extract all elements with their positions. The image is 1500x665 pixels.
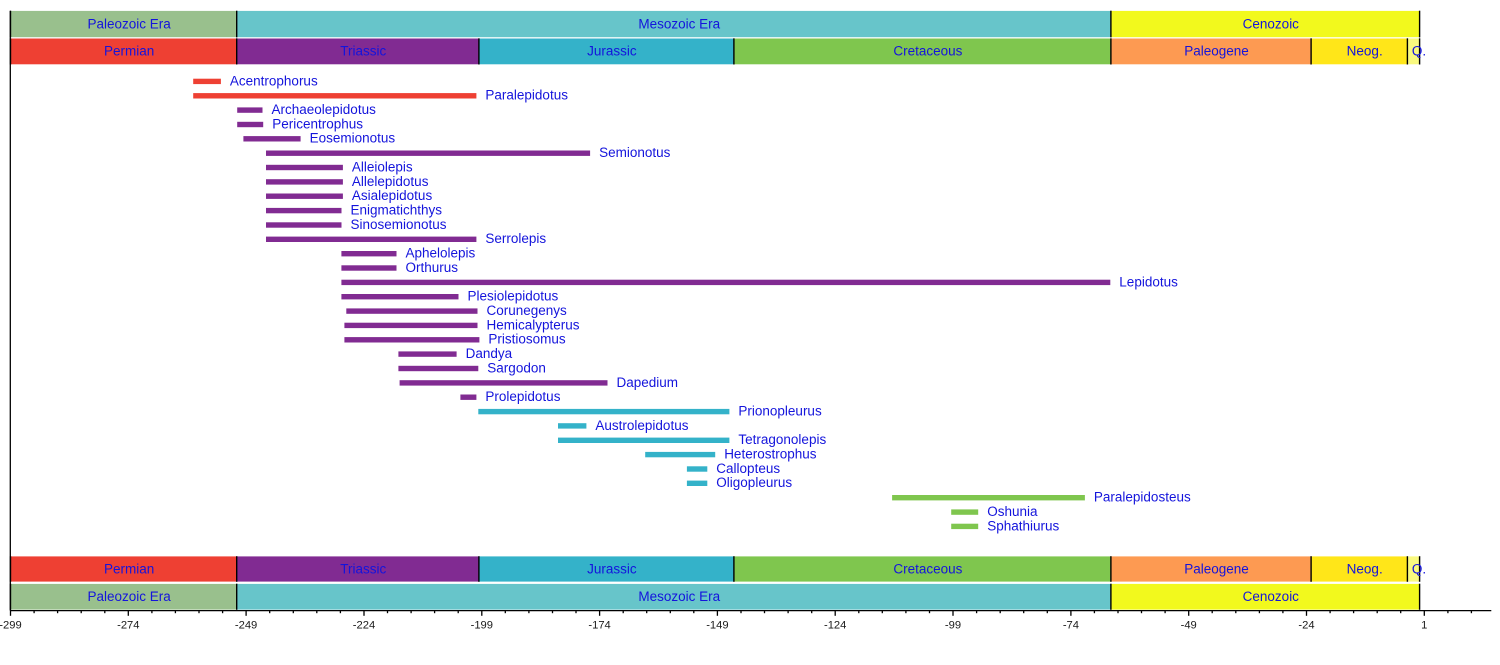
svg-text:-124: -124	[824, 620, 846, 632]
svg-text:Archaeolepidotus: Archaeolepidotus	[272, 102, 377, 117]
svg-text:Triassic: Triassic	[340, 44, 386, 59]
svg-text:Cenozoic: Cenozoic	[1243, 589, 1300, 604]
svg-text:Alleiolepis: Alleiolepis	[352, 159, 413, 174]
svg-text:-149: -149	[706, 620, 728, 632]
svg-text:Eosemionotus: Eosemionotus	[310, 131, 396, 146]
svg-text:Dapedium: Dapedium	[617, 375, 679, 390]
svg-text:Orthurus: Orthurus	[406, 260, 459, 275]
svg-text:Paleogene: Paleogene	[1184, 561, 1249, 576]
svg-text:Paleogene: Paleogene	[1184, 44, 1249, 59]
svg-text:Q.: Q.	[1412, 44, 1426, 59]
svg-text:Oshunia: Oshunia	[987, 504, 1038, 519]
svg-text:-49: -49	[1181, 620, 1197, 632]
svg-text:Dandya: Dandya	[466, 346, 513, 361]
svg-text:Sinosemionotus: Sinosemionotus	[351, 217, 447, 232]
svg-text:Neog.: Neog.	[1347, 561, 1383, 576]
svg-text:Permian: Permian	[104, 561, 154, 576]
svg-text:Corunegenys: Corunegenys	[487, 303, 568, 318]
svg-text:Sphathiurus: Sphathiurus	[987, 518, 1059, 533]
svg-text:Paleozoic Era: Paleozoic Era	[87, 16, 171, 31]
svg-text:-249: -249	[235, 620, 257, 632]
svg-text:Permian: Permian	[104, 44, 154, 59]
svg-text:Lepidotus: Lepidotus	[1119, 274, 1178, 289]
svg-text:Acentrophorus: Acentrophorus	[230, 73, 318, 88]
svg-text:Paleozoic Era: Paleozoic Era	[87, 589, 171, 604]
svg-text:Tetragonolepis: Tetragonolepis	[738, 432, 826, 447]
svg-text:Heterostrophus: Heterostrophus	[724, 447, 817, 462]
svg-text:Oligopleurus: Oligopleurus	[716, 475, 792, 490]
svg-text:Paralepidosteus: Paralepidosteus	[1094, 490, 1191, 505]
svg-text:-174: -174	[588, 620, 610, 632]
svg-text:Mesozoic Era: Mesozoic Era	[638, 16, 720, 31]
svg-text:Cretaceous: Cretaceous	[893, 44, 962, 59]
svg-text:-274: -274	[117, 620, 139, 632]
svg-text:-24: -24	[1298, 620, 1314, 632]
svg-text:-74: -74	[1063, 620, 1079, 632]
svg-text:Asialepidotus: Asialepidotus	[352, 188, 433, 203]
svg-text:1: 1	[1421, 620, 1427, 632]
svg-text:Prionopleurus: Prionopleurus	[738, 404, 822, 419]
svg-text:Enigmatichthys: Enigmatichthys	[351, 203, 443, 218]
svg-text:Q.: Q.	[1412, 561, 1426, 576]
svg-text:Serrolepis: Serrolepis	[485, 231, 546, 246]
svg-text:Plesiolepidotus: Plesiolepidotus	[468, 289, 559, 304]
svg-text:Austrolepidotus: Austrolepidotus	[595, 418, 688, 433]
svg-text:-199: -199	[471, 620, 493, 632]
svg-text:Prolepidotus: Prolepidotus	[485, 389, 560, 404]
svg-text:Hemicalypterus: Hemicalypterus	[487, 317, 580, 332]
svg-text:Cenozoic: Cenozoic	[1243, 16, 1300, 31]
svg-text:Cretaceous: Cretaceous	[893, 561, 962, 576]
svg-text:Sargodon: Sargodon	[487, 360, 546, 375]
svg-text:-224: -224	[353, 620, 375, 632]
svg-text:-299: -299	[0, 620, 22, 632]
svg-text:Callopteus: Callopteus	[716, 461, 780, 476]
svg-text:Jurassic: Jurassic	[587, 44, 637, 59]
svg-text:Semionotus: Semionotus	[599, 145, 671, 160]
svg-text:Jurassic: Jurassic	[587, 561, 637, 576]
svg-text:-99: -99	[945, 620, 961, 632]
svg-text:Pristiosomus: Pristiosomus	[488, 332, 566, 347]
svg-text:Mesozoic Era: Mesozoic Era	[638, 589, 720, 604]
svg-text:Paralepidotus: Paralepidotus	[485, 88, 568, 103]
svg-text:Allelepidotus: Allelepidotus	[352, 174, 429, 189]
svg-text:Triassic: Triassic	[340, 561, 386, 576]
svg-text:Neog.: Neog.	[1347, 44, 1383, 59]
svg-text:Aphelolepis: Aphelolepis	[406, 246, 476, 261]
svg-text:Pericentrophus: Pericentrophus	[272, 116, 363, 131]
